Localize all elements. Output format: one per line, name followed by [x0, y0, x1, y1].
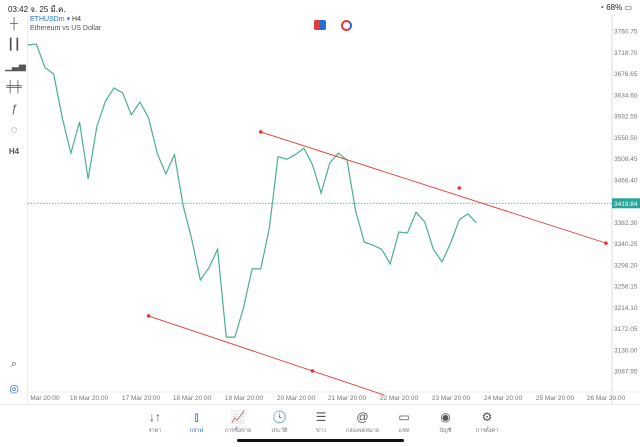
- y-tick-label: 3550.50: [614, 135, 638, 142]
- one-click-trade-icon[interactable]: [314, 20, 326, 30]
- nav-label: ข่าว: [316, 428, 326, 434]
- nav-mailbox[interactable]: @ กล่องจดหมาย: [341, 409, 385, 435]
- nav-quotes[interactable]: ↓↑ ราคา: [133, 409, 177, 435]
- trendline-anchor[interactable]: [146, 314, 151, 318]
- nav-settings[interactable]: ⚙ การตั้งค่า: [465, 409, 509, 435]
- chart-icon: ⫾: [194, 410, 199, 424]
- nav-label: กล่องจดหมาย: [345, 428, 380, 434]
- nav-label: กราฟ: [189, 428, 204, 434]
- nav-history[interactable]: 🕓 ประวัติ: [258, 409, 302, 435]
- x-tick-label: 26 Mar 20:00: [587, 395, 626, 402]
- history-icon: 🕓: [272, 410, 287, 424]
- timeframe-button[interactable]: H4: [8, 147, 20, 156]
- x-tick-label: 22 Mar 20:00: [380, 395, 419, 402]
- x-tick-label: 17 Mar 20:00: [122, 395, 161, 402]
- nav-label: การซื้อขาย: [224, 428, 252, 434]
- symbol-name: ETHUSDm: [30, 16, 65, 23]
- y-tick-label: 3172.05: [614, 326, 638, 333]
- shapes-icon[interactable]: ◌: [10, 124, 18, 136]
- y-tick-label: 3592.55: [614, 114, 638, 121]
- nav-label: ประวัติ: [271, 428, 288, 434]
- signals-icon[interactable]: [341, 20, 352, 31]
- crosshair-icon[interactable]: ┼: [10, 18, 18, 30]
- nav-label: แชท: [398, 428, 410, 434]
- x-tick-label: 20 Mar 20:00: [277, 395, 316, 402]
- nav-label: บัญชี: [439, 428, 452, 434]
- quotes-icon: ↓↑: [149, 410, 161, 424]
- function-icon[interactable]: ƒ: [10, 103, 18, 115]
- y-tick-label: 3087.95: [614, 369, 638, 376]
- bar-chart-icon[interactable]: ▁▃▅: [5, 61, 26, 71]
- nav-trade[interactable]: 📈 การซื้อขาย: [216, 409, 260, 435]
- bottom-nav: ↓↑ ราคา ⫾ กราฟ 📈 การซื้อขาย 🕓 ประวัติ ☰ ข่าว @ กล่อ…: [0, 404, 640, 447]
- y-tick-label: 3508.45: [614, 156, 638, 163]
- y-tick-label: 3760.75: [614, 29, 638, 36]
- nav-chart[interactable]: ⫾ กราฟ: [175, 409, 219, 435]
- x-tick-label: 25 Mar 20:00: [536, 395, 575, 402]
- y-tick-label: 3130.00: [614, 347, 638, 354]
- zoom-icon[interactable]: ⌕: [10, 358, 18, 370]
- account-icon: ◉: [440, 410, 451, 424]
- x-tick-label: 19 Mar 20:00: [225, 395, 264, 402]
- y-tick-label: 3298.20: [614, 262, 638, 269]
- battery: ◔ 68% ▭: [599, 3, 632, 12]
- trendline-anchor[interactable]: [457, 186, 462, 190]
- news-icon: ☰: [315, 410, 327, 424]
- mailbox-icon: @: [356, 410, 369, 424]
- nav-account[interactable]: ◉ บัญชี: [424, 409, 468, 435]
- x-tick-label: Mar 20:00: [30, 395, 60, 402]
- y-tick-label: 3256.15: [614, 284, 638, 291]
- trendline-anchor[interactable]: [258, 130, 263, 134]
- settings-icon: ⚙: [481, 410, 493, 424]
- current-price-label: 3419.84: [614, 201, 638, 208]
- y-tick-label: 3214.10: [614, 305, 638, 312]
- status-time: 03:42 จ. 25 มี.ค.: [8, 5, 66, 14]
- nav-news[interactable]: ☰ ข่าว: [299, 409, 343, 435]
- x-tick-label: 16 Mar 20:00: [70, 395, 109, 402]
- nav-label: การตั้งค่า: [475, 428, 499, 434]
- symbol-header[interactable]: ETHUSDm ▾ H4 Ethereum vs US Dollar: [30, 16, 102, 32]
- left-toolbar: ┼ ┃┃ ▁▃▅ ╪╪ ƒ ◌ H4 ⌕ ◎: [0, 14, 28, 404]
- home-indicator: [237, 439, 404, 442]
- nav-label: ราคา: [148, 428, 162, 434]
- x-tick-label: 23 Mar 20:00: [432, 395, 471, 402]
- status-bar: 03:42 จ. 25 มี.ค. ◔ 68% ▭: [0, 0, 640, 14]
- chat-icon: ▭: [398, 410, 410, 424]
- symbol-description: Ethereum vs US Dollar: [30, 25, 102, 32]
- candlestick-icon[interactable]: ┃┃: [7, 39, 21, 51]
- current-price-tag: [612, 198, 640, 209]
- x-tick-label: 21 Mar 20:00: [328, 395, 367, 402]
- nav-chat[interactable]: ▭ แชท: [382, 409, 426, 435]
- price-line: [27, 43, 477, 338]
- timeframe: H4: [72, 16, 81, 23]
- y-tick-label: 3382.30: [614, 220, 638, 227]
- indicators-icon[interactable]: ╪╪: [6, 81, 22, 93]
- trade-icon: 📈: [230, 410, 246, 424]
- price-chart[interactable]: 3760.75 3718.70 3676.65 3634.60 3592.55 3550.…: [0, 0, 640, 404]
- logo-icon[interactable]: ◎: [9, 383, 19, 395]
- x-tick-label: 18 Mar 20:00: [173, 395, 212, 402]
- trendline[interactable]: [260, 131, 607, 244]
- y-tick-label: 3718.70: [614, 50, 638, 57]
- y-tick-label: 3466.40: [614, 177, 638, 184]
- trendline-anchor[interactable]: [604, 241, 608, 245]
- x-tick-label: 24 Mar 20:00: [484, 395, 523, 402]
- trendline[interactable]: [148, 315, 385, 396]
- y-tick-label: 3676.65: [614, 71, 638, 78]
- trendline-anchor[interactable]: [310, 369, 315, 373]
- y-tick-label: 3340.25: [614, 241, 638, 248]
- y-tick-label: 3634.60: [614, 92, 638, 99]
